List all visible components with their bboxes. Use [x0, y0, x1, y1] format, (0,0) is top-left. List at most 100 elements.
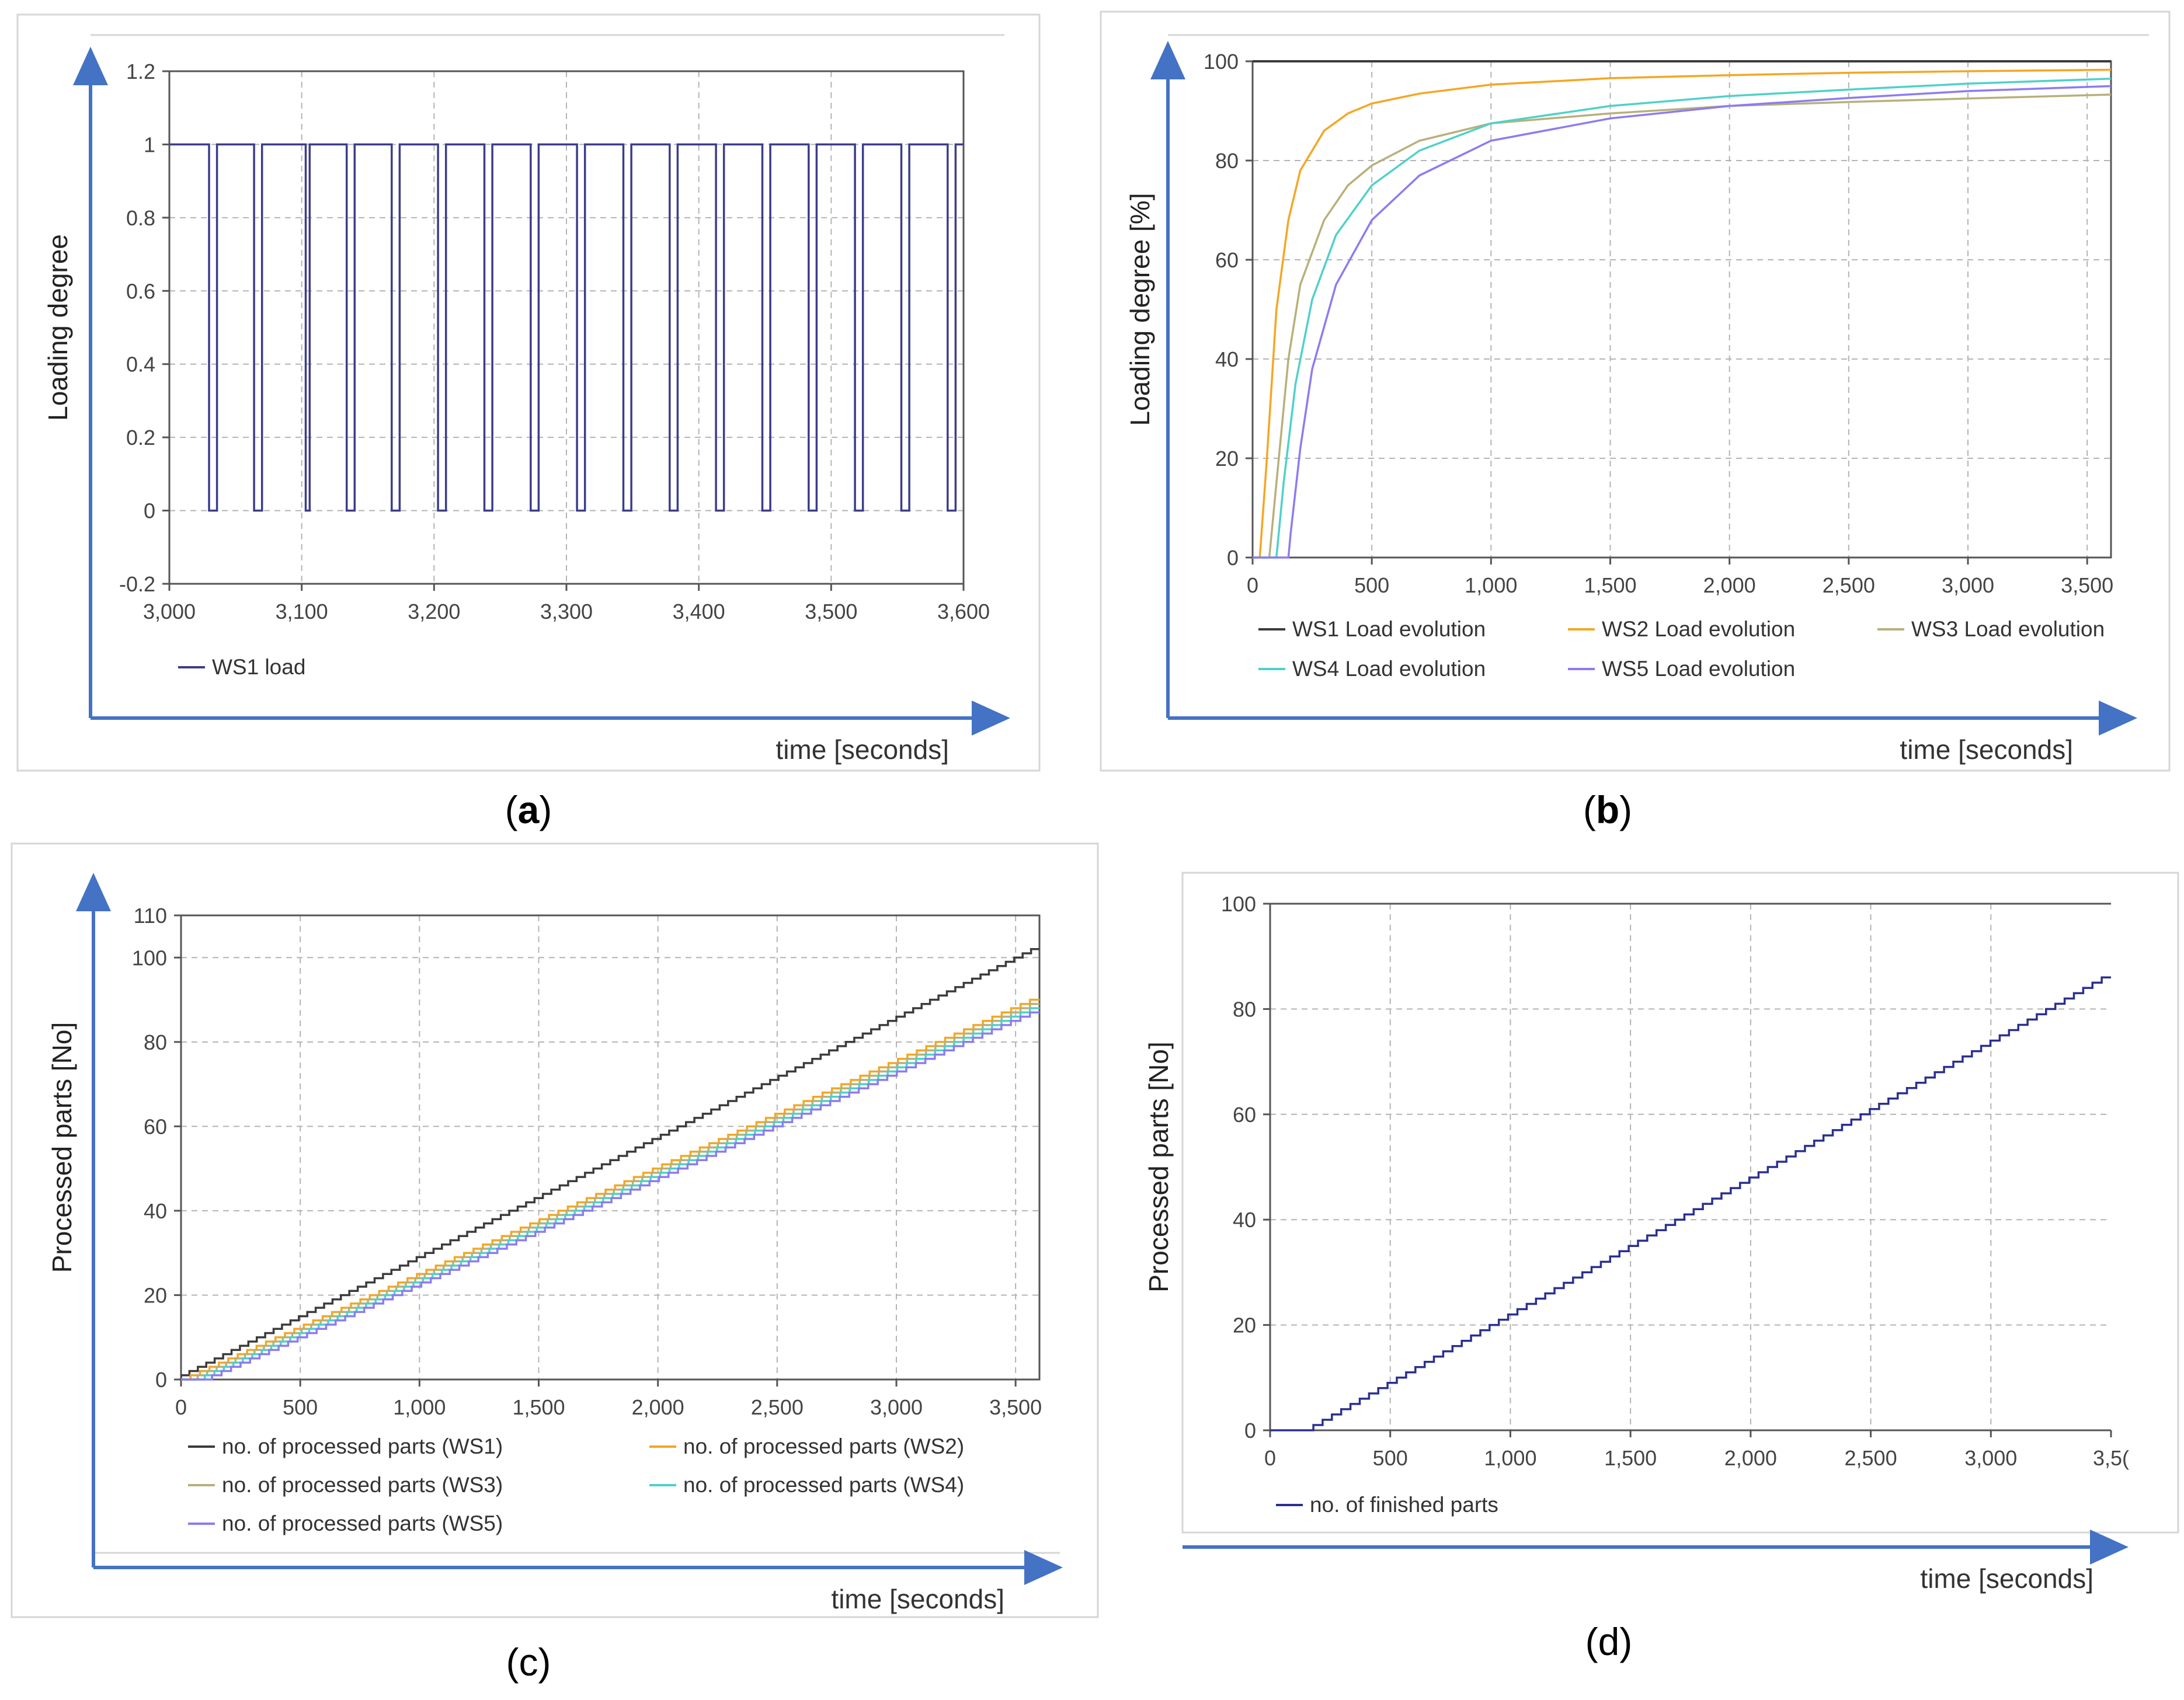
panel-c-legend-label-2: no. of processed parts (WS2) — [683, 1434, 964, 1458]
panel-c-y-tick-label: 0 — [155, 1368, 167, 1392]
panel-b-y-axis-title: Loading degree [%] — [1125, 193, 1155, 426]
panel-b-legend-label-5: WS5 Load evolution — [1602, 657, 1795, 681]
panel-d-x-tick-label: 1,500 — [1604, 1446, 1657, 1470]
panel-b-legend-label-4: WS4 Load evolution — [1292, 657, 1486, 681]
panel-a-x-tick-label: 3,000 — [143, 600, 196, 623]
panel-c-series-line-2 — [181, 998, 1039, 1381]
panel-c-legend-label-4: no. of processed parts (WS4) — [683, 1473, 964, 1497]
panel-a-label: (a) — [505, 788, 552, 831]
panel-a-border — [16, 13, 1041, 772]
panel-b-series-line-4 — [1253, 78, 2112, 559]
panel-b-x-axis-title: time [seconds] — [1900, 734, 2073, 765]
panel-a-series-line-1 — [169, 143, 964, 512]
panel-b-y-tick-label: 40 — [1215, 347, 1239, 371]
panel-c-x-tick-label: 1,500 — [512, 1395, 565, 1419]
panel-c-x-tick-label: 500 — [283, 1395, 318, 1419]
panel-c-series-line-1 — [181, 948, 1039, 1379]
panel-c-y-tick-label: 40 — [144, 1199, 167, 1223]
panel-a-y-axis-title: Loading degree — [43, 234, 73, 421]
panel-c-y-tick-label: 100 — [132, 946, 167, 970]
panel-c-border — [11, 842, 1099, 1618]
panel-a: 3,000 3,100 3,200 3,300 3,400 3,500 3,600 -0.2 0… — [16, 13, 1041, 831]
panel-c-series-line-5 — [181, 1011, 1039, 1381]
panel-c-x-tick-label: 2,000 — [632, 1395, 684, 1419]
panel-c-y-axis-title: Processed parts [No] — [47, 1022, 77, 1273]
panel-a-y-tick-label: 0.2 — [126, 426, 155, 450]
panel-a-plot: 3,000 3,100 3,200 3,300 3,400 3,500 3,600 -0.2 0… — [43, 60, 990, 679]
panel-c-x-tick-label: 3,000 — [870, 1395, 923, 1419]
panel-d-y-tick-label: 60 — [1233, 1103, 1256, 1127]
panel-b-y-tick-label: 0 — [1227, 546, 1239, 570]
panel-d-series-line-1 — [1270, 976, 2111, 1431]
panel-a-y-tick-label: 0.8 — [126, 206, 155, 230]
panel-c-y-tick-label: 110 — [134, 904, 167, 928]
panel-d-x-tick-label: 0 — [1264, 1446, 1276, 1470]
panel-c-legend-label-1: no. of processed parts (WS1) — [222, 1434, 503, 1458]
panel-b-x-tick-label: 3,000 — [1942, 573, 1994, 597]
panel-a-x-tick-label: 3,400 — [673, 600, 725, 623]
panel-c-legend-label-3: no. of processed parts (WS3) — [222, 1473, 503, 1497]
panel-b-plot-frame — [1251, 60, 2112, 559]
panel-d-y-axis-title: Processed parts [No] — [1143, 1041, 1174, 1293]
panel-d-x-tick-label: 1,000 — [1484, 1446, 1536, 1470]
panel-b-x-tick-label: 2,500 — [1823, 573, 1875, 597]
panel-d-y-tick-label: 40 — [1233, 1208, 1256, 1232]
panel-c-series-line-4 — [181, 1007, 1039, 1381]
panel-c-y-tick-label: 60 — [144, 1114, 167, 1138]
panel-b-label: (b) — [1583, 788, 1632, 831]
panel-b-x-tick-label: 3,500 — [2061, 573, 2113, 597]
panel-b-series-line-2 — [1253, 68, 2112, 559]
panel-d-y-tick-label: 100 — [1221, 892, 1256, 916]
panel-b-x-tick-label: 500 — [1354, 573, 1389, 597]
panel-d-x-tick-label: 3,000 — [1964, 1446, 2017, 1470]
panel-c-plot: 0 500 1,000 1,500 2,000 2,500 3,000 3,500 0 20 40 6… — [47, 904, 1042, 1535]
panel-b-legend-label-1: WS1 Load evolution — [1292, 617, 1486, 641]
panel-c: 0 500 1,000 1,500 2,000 2,500 3,000 3,500 0 20 40 6… — [11, 842, 1099, 1684]
panel-d-x-axis-title: time [seconds] — [1920, 1563, 2093, 1594]
panel-a-y-tick-label: 1.2 — [126, 60, 155, 83]
panel-b-y-tick-label: 60 — [1215, 248, 1239, 272]
panel-d-x-tick-label: 3,5( — [2093, 1446, 2129, 1470]
panel-b-legend-label-2: WS2 Load evolution — [1602, 617, 1795, 641]
panel-b: 0 500 1,000 1,500 2,000 2,500 3,000 3,500 0 20 40 6… — [1100, 11, 2171, 831]
panel-b-y-tick-label: 80 — [1215, 149, 1239, 173]
panel-c-legend-label-5: no. of processed parts (WS5) — [222, 1511, 503, 1535]
panel-c-x-axis-title: time [seconds] — [831, 1584, 1004, 1614]
panel-c-series-line-3 — [181, 1003, 1039, 1381]
panel-d-plot-frame — [1269, 903, 2111, 1431]
panel-a-x-tick-label: 3,600 — [937, 600, 990, 623]
panel-b-x-tick-label: 2,000 — [1703, 573, 1756, 597]
panel-b-x-tick-label: 1,500 — [1584, 573, 1636, 597]
panel-d-y-tick-label: 80 — [1233, 997, 1256, 1021]
panel-a-legend-label-1: WS1 load — [212, 655, 305, 679]
panel-d-y-tick-label: 20 — [1233, 1314, 1256, 1337]
panel-a-x-tick-label: 3,200 — [408, 600, 460, 623]
panel-a-y-tick-label: 0.4 — [126, 353, 155, 377]
panel-c-y-tick-label: 80 — [144, 1030, 167, 1054]
panel-c-x-tick-label: 1,000 — [393, 1395, 446, 1419]
panel-d: 0 500 1,000 1,500 2,000 2,500 3,000 3,5(0 20 40 60… — [1143, 872, 2179, 1663]
panel-b-plot: 0 500 1,000 1,500 2,000 2,500 3,000 3,500 0 20 40 6… — [1125, 50, 2113, 681]
panel-d-x-tick-label: 2,000 — [1724, 1446, 1777, 1470]
panel-d-plot: 0 500 1,000 1,500 2,000 2,500 3,000 3,5(0 20 40 60… — [1143, 892, 2129, 1517]
panel-c-x-tick-label: 3,500 — [989, 1395, 1042, 1419]
panel-c-x-tick-label: 2,500 — [751, 1395, 804, 1419]
panel-b-series-line-3 — [1253, 93, 2112, 559]
panel-a-y-tick-label: 0 — [144, 499, 155, 523]
panel-d-legend-label-1: no. of finished parts — [1310, 1493, 1498, 1517]
panel-d-label: (d) — [1585, 1620, 1633, 1663]
panel-a-x-axis-title: time [seconds] — [775, 734, 949, 765]
panel-a-y-tick-label: 1 — [144, 133, 155, 156]
panel-b-x-tick-label: 0 — [1247, 573, 1258, 597]
panel-b-x-tick-label: 1,000 — [1465, 573, 1517, 597]
panel-a-x-tick-label: 3,500 — [805, 600, 857, 623]
panel-a-x-tick-label: 3,100 — [276, 600, 328, 623]
panel-b-series-line-5 — [1253, 85, 2112, 559]
panel-b-legend-label-3: WS3 Load evolution — [1911, 617, 2105, 641]
panel-b-y-tick-label: 100 — [1204, 50, 1239, 74]
panel-d-x-tick-label: 500 — [1373, 1446, 1408, 1470]
panel-b-border — [1100, 11, 2171, 772]
panel-b-y-tick-label: 20 — [1215, 447, 1239, 471]
panel-a-x-tick-label: 3,300 — [540, 600, 593, 623]
